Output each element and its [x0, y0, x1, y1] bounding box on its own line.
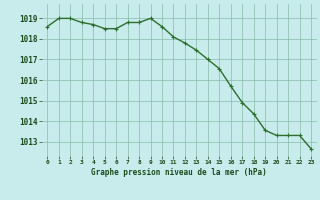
X-axis label: Graphe pression niveau de la mer (hPa): Graphe pression niveau de la mer (hPa)	[91, 168, 267, 177]
